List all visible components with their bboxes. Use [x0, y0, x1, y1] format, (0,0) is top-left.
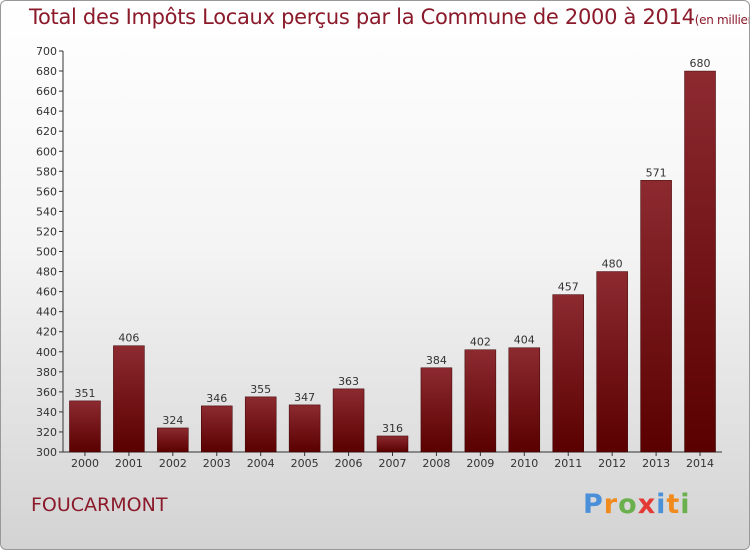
bar	[552, 294, 584, 453]
bar	[157, 427, 189, 453]
y-tick-label: 700	[36, 45, 57, 58]
bar	[69, 400, 101, 453]
chart-title: Total des Impôts Locaux perçus par la Co…	[29, 5, 749, 29]
bar	[201, 405, 233, 453]
y-tick-label: 520	[36, 225, 57, 238]
axes: 300 320 340 360 380 400 420 440 460 480 500 520 540 5…	[36, 45, 722, 470]
bar	[596, 271, 628, 453]
x-tick-label: 2013	[642, 457, 670, 470]
y-tick-label: 300	[36, 446, 57, 459]
x-tick-label: 2009	[466, 457, 494, 470]
x-tick-label: 2005	[291, 457, 319, 470]
y-tick-label: 620	[36, 125, 57, 138]
x-tick-label: 2004	[247, 457, 275, 470]
bar	[244, 396, 277, 453]
data-label: 480	[602, 258, 623, 271]
logo-letter: i	[656, 489, 667, 520]
y-tick-label: 320	[36, 426, 57, 439]
bar	[464, 349, 497, 453]
y-tick-label: 360	[36, 386, 57, 399]
bar	[113, 345, 145, 453]
data-label: 402	[470, 336, 491, 349]
y-tick-label: 660	[36, 85, 57, 98]
y-tick-label: 440	[36, 306, 57, 319]
bar	[332, 388, 365, 453]
y-tick-label: 500	[36, 246, 57, 259]
y-tick-label: 420	[36, 326, 57, 339]
logo-letter: i	[680, 489, 691, 520]
data-label: 346	[206, 392, 227, 405]
title-text: Total des Impôts Locaux perçus par la Co…	[29, 5, 695, 29]
logo-letter: x	[637, 489, 657, 520]
y-tick-label: 400	[36, 346, 57, 359]
x-tick-label: 2014	[686, 457, 714, 470]
y-tick-label: 380	[36, 366, 57, 379]
y-tick-label: 540	[36, 205, 57, 218]
y-tick-label: 460	[36, 286, 57, 299]
y-tick-label: 580	[36, 165, 57, 178]
data-label: 347	[294, 391, 315, 404]
x-tick-label: 2010	[510, 457, 538, 470]
x-tick-label: 2011	[554, 457, 582, 470]
logo-letter: P	[583, 489, 604, 520]
y-tick-label: 680	[36, 65, 57, 78]
bars: 351 406 324 346 355 347 363 316 384 402 404 457 480 5…	[69, 57, 716, 453]
bar	[376, 435, 409, 453]
x-tick-label: 2008	[422, 457, 450, 470]
data-label: 384	[426, 354, 447, 367]
data-label: 355	[250, 383, 271, 396]
x-tick-label: 2012	[598, 457, 626, 470]
y-tick-label: 600	[36, 145, 57, 158]
data-label: 406	[118, 332, 139, 345]
data-label: 680	[690, 57, 711, 70]
bar	[640, 180, 672, 453]
y-tick-label: 480	[36, 266, 57, 279]
proxiti-logo[interactable]: Proxiti	[583, 489, 691, 520]
logo-letter: t	[666, 489, 681, 520]
bar	[684, 70, 716, 453]
data-label: 457	[558, 281, 579, 294]
bar	[288, 404, 321, 453]
x-tick-label: 2007	[379, 457, 407, 470]
x-tick-label: 2006	[335, 457, 363, 470]
title-unit: (en milliers d'€)	[694, 13, 749, 27]
data-label: 351	[74, 387, 95, 400]
y-tick-label: 640	[36, 105, 57, 118]
logo-letter: o	[618, 489, 638, 520]
logo-letter: r	[603, 489, 619, 520]
data-label: 316	[382, 422, 403, 435]
x-tick-label: 2000	[71, 457, 99, 470]
data-label: 363	[338, 375, 359, 388]
commune-name: FOUCARMONT	[31, 494, 168, 516]
data-label: 404	[514, 334, 535, 347]
bar	[508, 347, 541, 453]
bar	[420, 367, 453, 453]
y-tick-label: 340	[36, 406, 57, 419]
x-tick-label: 2003	[203, 457, 231, 470]
data-label: 571	[646, 166, 667, 179]
y-tick-label: 560	[36, 185, 57, 198]
data-label: 324	[162, 414, 183, 427]
x-tick-label: 2001	[115, 457, 143, 470]
x-tick-label: 2002	[159, 457, 187, 470]
